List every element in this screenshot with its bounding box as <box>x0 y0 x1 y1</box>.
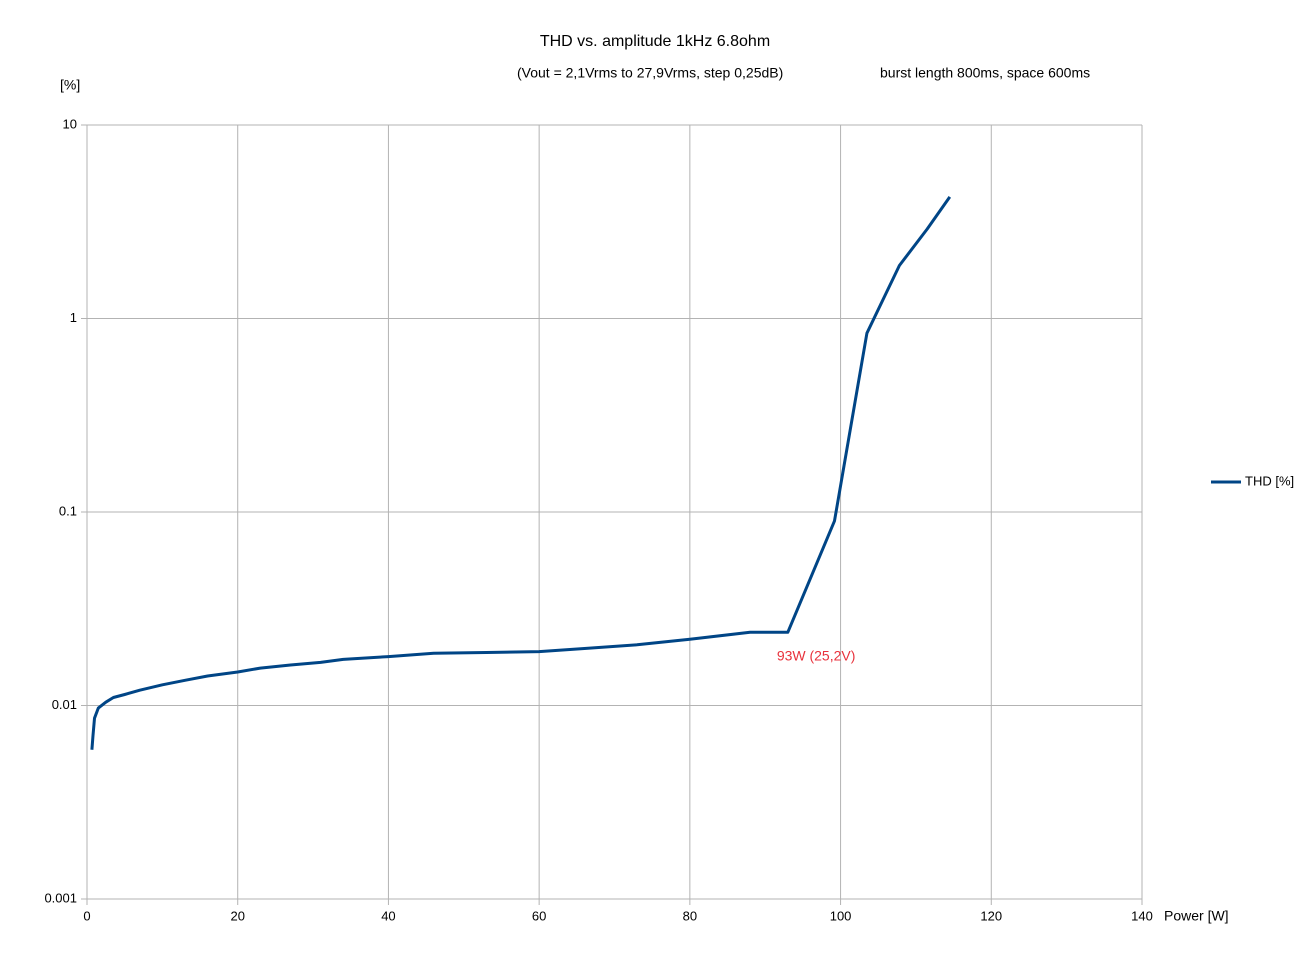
x-tick-label: 100 <box>830 908 852 923</box>
x-axis-label: Power [W] <box>1164 908 1229 924</box>
y-tick-label: 0.01 <box>52 697 77 712</box>
annotation: 93W (25,2V) <box>777 648 856 664</box>
y-axis-label: [%] <box>60 77 80 93</box>
legend-label: THD [%] <box>1245 473 1294 488</box>
x-tick-label: 60 <box>532 908 546 923</box>
y-tick-label: 1 <box>70 310 77 325</box>
chart-title: THD vs. amplitude 1kHz 6.8ohm <box>540 33 770 50</box>
x-tick-label: 0 <box>83 908 90 923</box>
x-tick-label: 140 <box>1131 908 1153 923</box>
data-line <box>90 196 952 750</box>
subtitle: burst length 800ms, space 600ms <box>880 65 1090 81</box>
x-tick-label: 80 <box>683 908 697 923</box>
x-tick-label: 120 <box>980 908 1002 923</box>
x-tick-label: 40 <box>381 908 395 923</box>
y-tick-label: 0.1 <box>59 503 77 518</box>
y-tick-label: 10 <box>63 116 77 131</box>
subtitle: (Vout = 2,1Vrms to 27,9Vrms, step 0,25dB… <box>517 65 783 81</box>
x-tick-label: 20 <box>230 908 244 923</box>
y-tick-label: 0.001 <box>44 890 77 905</box>
